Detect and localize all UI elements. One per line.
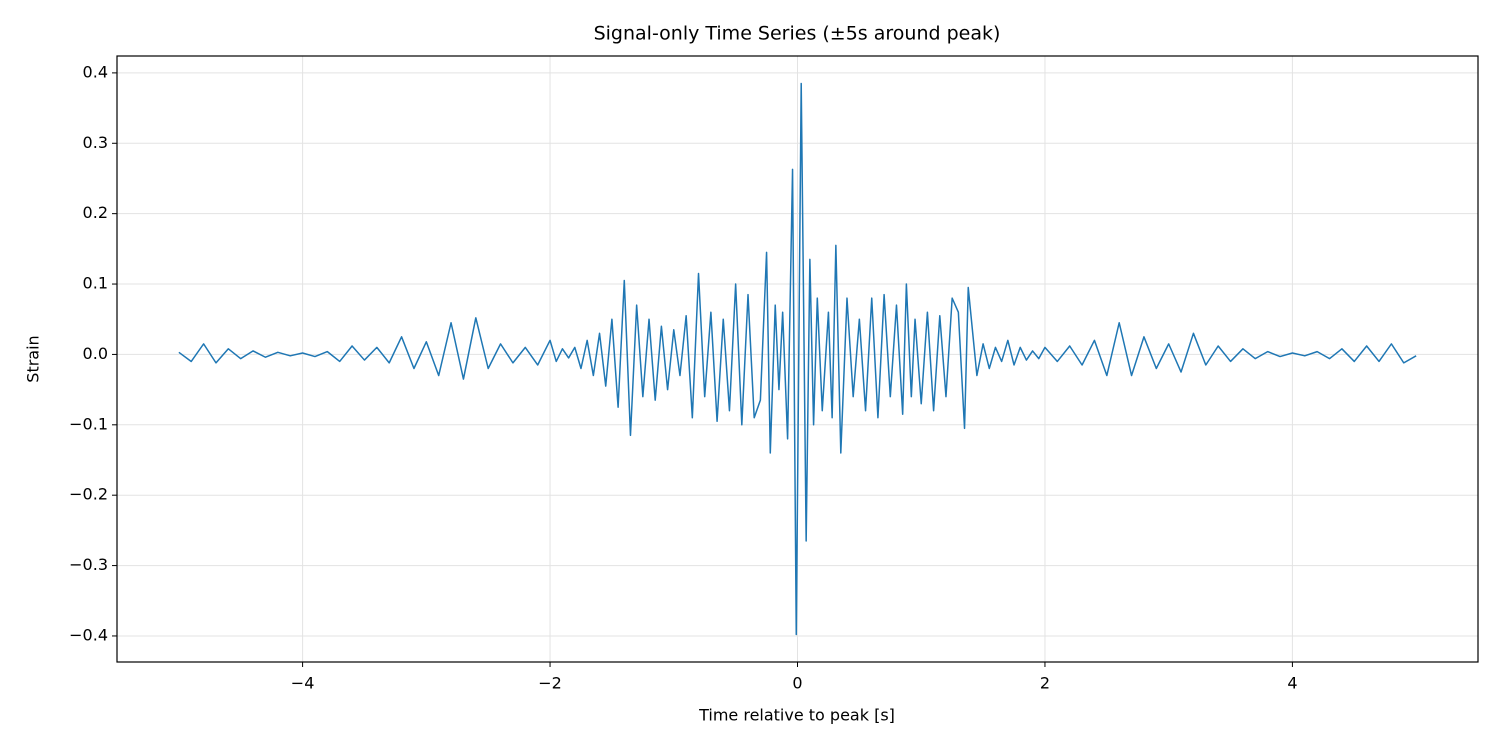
y-tick-label: −0.3 xyxy=(69,555,108,574)
x-tick-label: −4 xyxy=(291,674,315,693)
x-tick-label: −2 xyxy=(538,674,562,693)
x-tick-label: 4 xyxy=(1287,674,1297,693)
data-line xyxy=(178,82,1417,636)
x-tick-label: 2 xyxy=(1040,674,1050,693)
y-tick-label: −0.1 xyxy=(69,414,108,433)
y-tick-label: 0.1 xyxy=(83,274,108,293)
y-axis-label: Strain xyxy=(24,335,43,382)
y-tick-label: 0.2 xyxy=(83,203,108,222)
y-tick-label: −0.4 xyxy=(69,625,108,644)
y-tick-label: 0.3 xyxy=(83,133,108,152)
x-axis-label: Time relative to peak [s] xyxy=(698,706,895,725)
y-tick-label: −0.2 xyxy=(69,485,108,504)
y-tick-label: 0.4 xyxy=(83,62,108,81)
x-tick-label: 0 xyxy=(792,674,802,693)
plot-frame xyxy=(116,55,1479,663)
chart-title: Signal-only Time Series (±5s around peak… xyxy=(594,23,1001,45)
y-tick-label: 0.0 xyxy=(83,344,108,363)
